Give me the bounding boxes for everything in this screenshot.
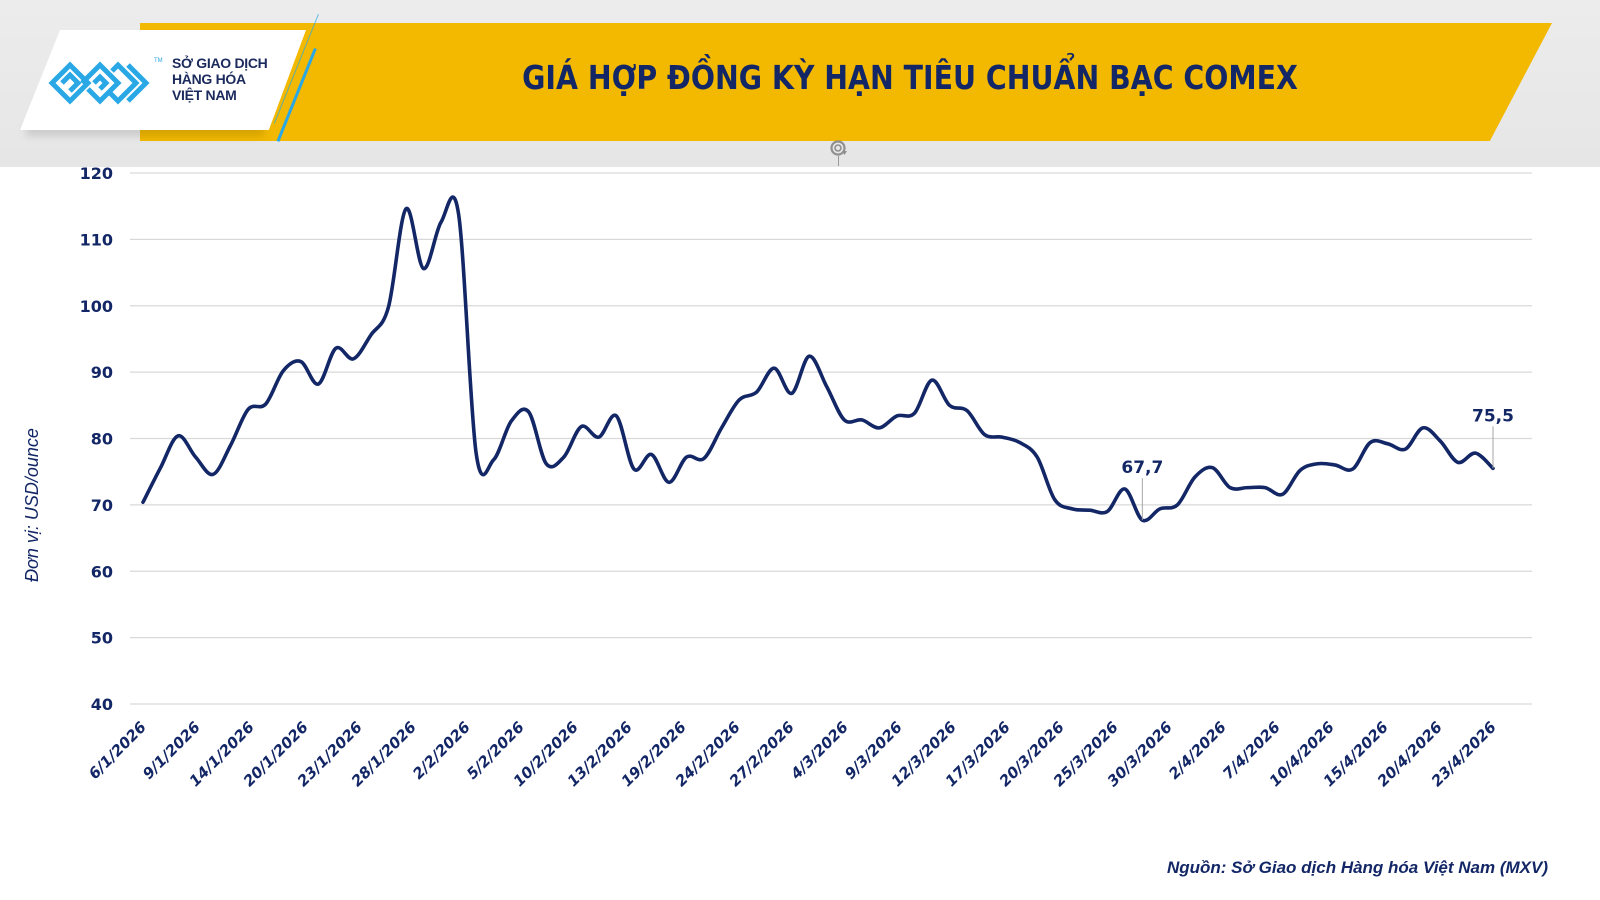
- trademark: TM: [154, 58, 163, 64]
- x-tick-label: 2/2/2026: [409, 718, 474, 783]
- y-tick-label: 80: [91, 430, 113, 449]
- logo-line-1: SỞ GIAO DỊCH: [172, 55, 268, 71]
- source-note: Nguồn: Sở Giao dịch Hàng hóa Việt Nam (M…: [1166, 858, 1548, 877]
- y-tick-label: 100: [80, 297, 113, 316]
- data-label: 67,7: [1121, 458, 1163, 478]
- y-tick-label: 60: [91, 562, 113, 581]
- page-title: GIÁ HỢP ĐỒNG KỲ HẠN TIÊU CHUẨN BẠC COMEX: [522, 58, 1298, 97]
- mxv-logo-icon: [48, 61, 150, 105]
- x-tick-label: 4/3/2026: [786, 718, 851, 783]
- rotate-icon[interactable]: [828, 138, 850, 160]
- x-tick-label: 6/1/2026: [85, 718, 150, 783]
- y-tick-label: 110: [80, 230, 113, 249]
- y-tick-label: 50: [91, 629, 113, 648]
- y-tick-label: 90: [91, 363, 113, 382]
- y-tick-label: 70: [91, 496, 113, 515]
- y-tick-label: 40: [91, 695, 113, 714]
- price-line: [141, 195, 1495, 523]
- rotate-handle-stem: [838, 156, 839, 166]
- logo-line-2: HÀNG HÓA: [172, 71, 246, 87]
- line-chart: 4050607080901001101206/1/20269/1/202614/…: [80, 167, 1532, 790]
- y-axis-label: Đơn vị: USD/ounce: [22, 428, 42, 582]
- title-banner: [140, 23, 1552, 141]
- x-tick-label: 2/4/2026: [1165, 718, 1230, 783]
- data-label: 75,5: [1472, 406, 1514, 426]
- logo-line-3: VIỆT NAM: [172, 87, 237, 103]
- y-tick-label: 120: [80, 167, 113, 183]
- chart-area: 40 50 60 70 80 90 100 110 120 6/1/2026 9/1/2026 14/…: [0, 167, 1600, 900]
- logo-text: SỞ GIAO DỊCH HÀNG HÓA VIỆT NAM: [172, 55, 268, 103]
